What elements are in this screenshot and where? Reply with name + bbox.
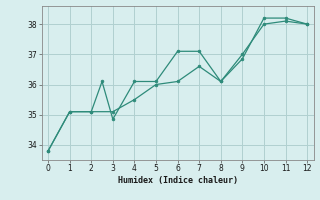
X-axis label: Humidex (Indice chaleur): Humidex (Indice chaleur) bbox=[118, 176, 237, 185]
